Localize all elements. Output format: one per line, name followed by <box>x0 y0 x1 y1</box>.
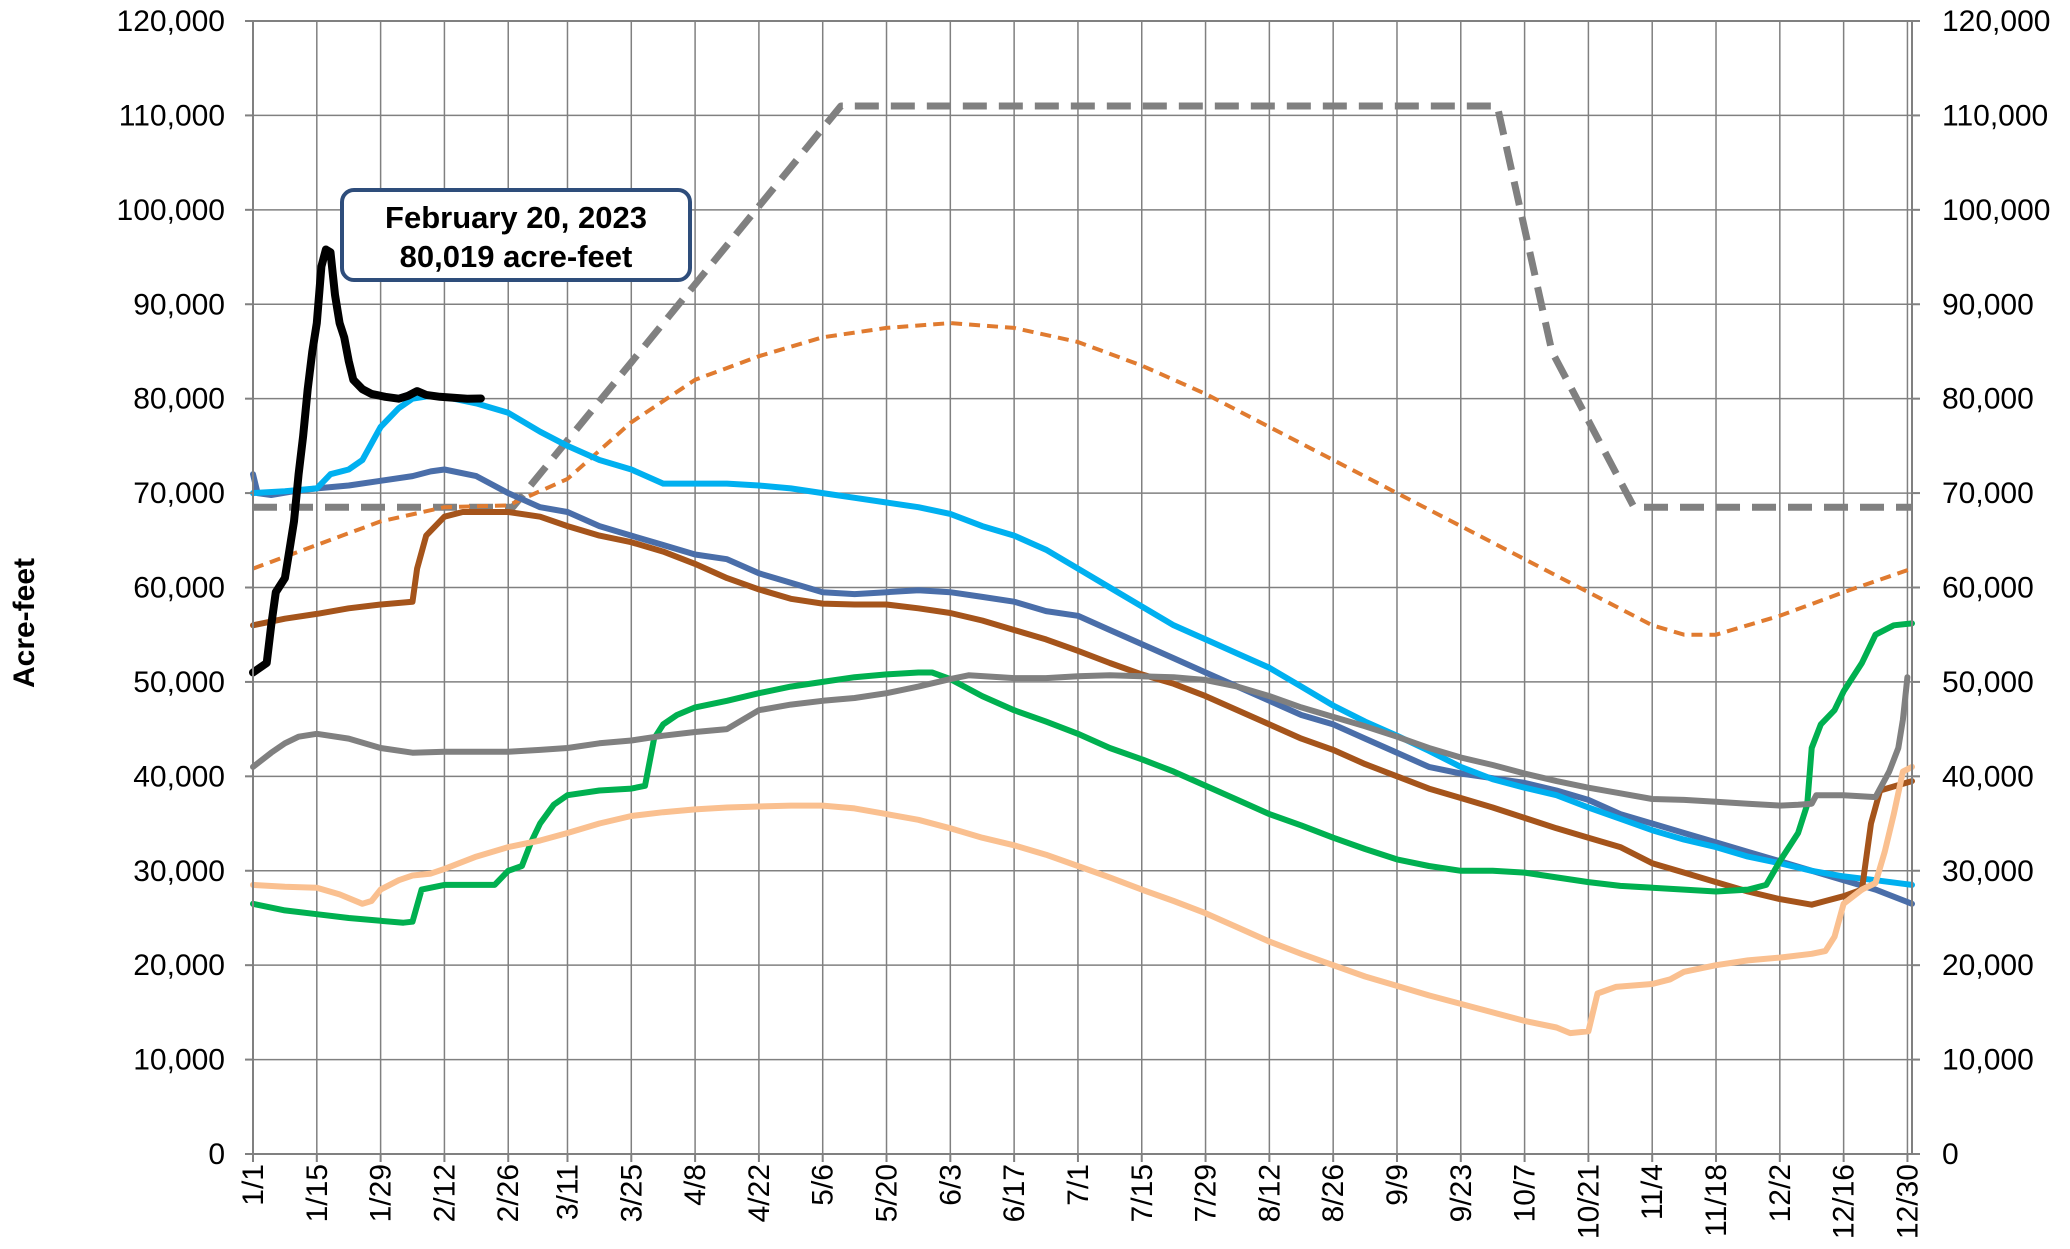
y-tick-label-left: 0 <box>208 1138 225 1171</box>
x-tick-label: 12/16 <box>1828 1164 1861 1239</box>
y-tick-label-right: 50,000 <box>1942 666 2034 699</box>
callout-date: February 20, 2023 <box>385 200 647 235</box>
x-tick-label: 8/26 <box>1317 1164 1350 1222</box>
x-tick-label: 9/23 <box>1445 1164 1478 1222</box>
y-tick-label-right: 30,000 <box>1942 855 2034 888</box>
y-tick-label-right: 0 <box>1942 1138 1959 1171</box>
series-line-8 <box>250 763 1915 1037</box>
series-line-5 <box>250 509 1915 908</box>
series-line-7 <box>250 672 1911 809</box>
y-tick-label-left: 10,000 <box>133 1044 225 1077</box>
series-line-4 <box>250 392 1915 888</box>
x-tick-label: 10/21 <box>1572 1164 1605 1239</box>
x-tick-label: 4/22 <box>743 1164 776 1222</box>
y-tick-label-left: 90,000 <box>133 288 225 321</box>
y-tick-label-left: 100,000 <box>117 194 225 227</box>
x-tick-label: 4/8 <box>679 1164 712 1206</box>
y-tick-label-right: 20,000 <box>1942 949 2034 982</box>
y-tick-label-left: 70,000 <box>133 477 225 510</box>
axes: 0 0 10,000 10,000 20,000 20,000 30,000 30,000 40… <box>117 5 2051 1239</box>
y-tick-label-left: 50,000 <box>133 666 225 699</box>
x-tick-label: 7/15 <box>1126 1164 1159 1222</box>
x-tick-label: 8/12 <box>1253 1164 1286 1222</box>
series-line-9 <box>249 245 485 677</box>
x-tick-label: 12/30 <box>1891 1164 1924 1239</box>
x-tick-label: 12/2 <box>1764 1164 1797 1222</box>
x-tick-label: 5/6 <box>807 1164 840 1206</box>
x-tick-label: 7/29 <box>1190 1164 1223 1222</box>
callout-value: 80,019 acre-feet <box>400 239 633 274</box>
y-tick-label-right: 40,000 <box>1942 760 2034 793</box>
series-line-6 <box>250 620 1915 926</box>
y-axis-label: Acre-feet <box>8 558 41 688</box>
y-tick-label-right: 100,000 <box>1942 194 2050 227</box>
callout-box <box>340 188 692 282</box>
x-tick-label: 11/18 <box>1700 1164 1733 1237</box>
y-tick-label-left: 120,000 <box>117 5 225 38</box>
series-line-1 <box>253 102 1912 511</box>
latest-value-callout: February 20, 2023 80,019 acre-feet <box>340 188 692 282</box>
x-tick-label: 6/17 <box>998 1164 1031 1222</box>
x-tick-label: 10/7 <box>1509 1164 1542 1222</box>
x-tick-label: 3/11 <box>551 1164 584 1220</box>
x-tick-label: 9/9 <box>1381 1164 1414 1206</box>
y-tick-label-right: 70,000 <box>1942 477 2034 510</box>
y-tick-label-right: 80,000 <box>1942 383 2034 416</box>
x-tick-label: 3/25 <box>615 1164 648 1222</box>
x-tick-label: 1/1 <box>237 1164 270 1206</box>
y-tick-label-left: 80,000 <box>133 383 225 416</box>
x-tick-label: 1/29 <box>365 1164 398 1222</box>
y-tick-label-left: 20,000 <box>133 949 225 982</box>
y-tick-label-right: 10,000 <box>1942 1044 2034 1077</box>
x-tick-label: 11/4 <box>1636 1164 1669 1220</box>
y-tick-label-left: 40,000 <box>133 760 225 793</box>
y-tick-label-left: 30,000 <box>133 855 225 888</box>
y-tick-label-right: 60,000 <box>1942 572 2034 605</box>
y-tick-label-right: 110,000 <box>1942 99 2048 132</box>
x-tick-label: 6/3 <box>934 1164 967 1206</box>
y-tick-label-right: 90,000 <box>1942 288 2034 321</box>
x-tick-label: 2/12 <box>428 1164 461 1222</box>
y-tick-label-left: 60,000 <box>133 572 225 605</box>
x-tick-label: 5/20 <box>871 1164 904 1222</box>
x-tick-label: 2/26 <box>492 1164 525 1222</box>
x-tick-label: 7/1 <box>1062 1164 1095 1206</box>
x-tick-label: 1/15 <box>301 1164 334 1222</box>
series-lines <box>249 102 1915 1037</box>
series-line-2 <box>252 321 1913 637</box>
y-tick-label-right: 120,000 <box>1942 5 2050 38</box>
series-line-3 <box>250 466 1915 907</box>
y-tick-label-left: 110,000 <box>119 99 225 132</box>
